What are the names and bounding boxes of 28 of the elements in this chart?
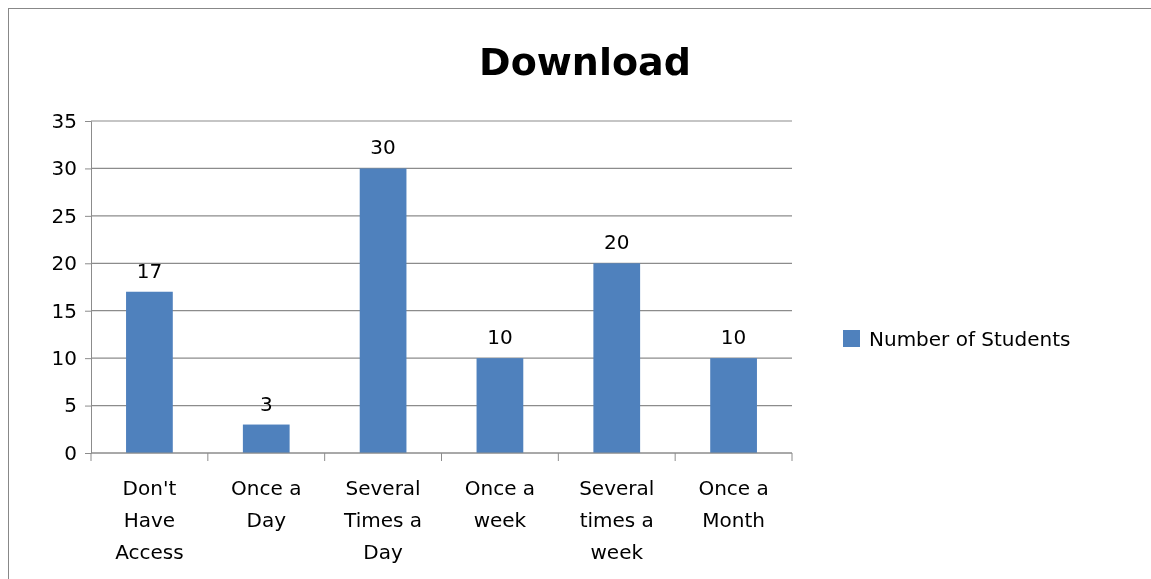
x-tick-label: Once a Month (698, 476, 769, 532)
y-tick-label: 35 (51, 108, 77, 133)
legend-label: Number of Students (869, 327, 1071, 351)
data-label: 3 (259, 391, 273, 416)
y-tick-label: 5 (64, 393, 77, 418)
chart-title: Download (479, 40, 691, 84)
y-tick-label: 15 (51, 298, 77, 323)
y-tick-label: 30 (51, 156, 77, 181)
data-label: 20 (604, 230, 630, 255)
bar (593, 263, 641, 453)
data-label: 10 (487, 325, 513, 350)
bar (476, 358, 524, 453)
x-tick-label: Once a week (464, 476, 536, 532)
data-label: 10 (720, 325, 747, 350)
bar (242, 424, 290, 453)
y-tick-label: 10 (51, 346, 77, 371)
y-tick-label: 0 (64, 440, 77, 465)
bar (126, 291, 173, 453)
y-tick-label: 20 (51, 251, 77, 276)
data-label: 17 (136, 258, 163, 283)
y-tick-label: 25 (51, 203, 77, 228)
x-tick-label: Once a Day (231, 476, 302, 532)
bar (710, 358, 757, 453)
bar (359, 168, 407, 453)
x-tick-label: Don't Have Access (115, 476, 184, 564)
data-label: 30 (370, 135, 396, 160)
x-tick-label: Several Times a Day (343, 476, 423, 564)
x-tick-label: Several times a week (579, 476, 655, 564)
